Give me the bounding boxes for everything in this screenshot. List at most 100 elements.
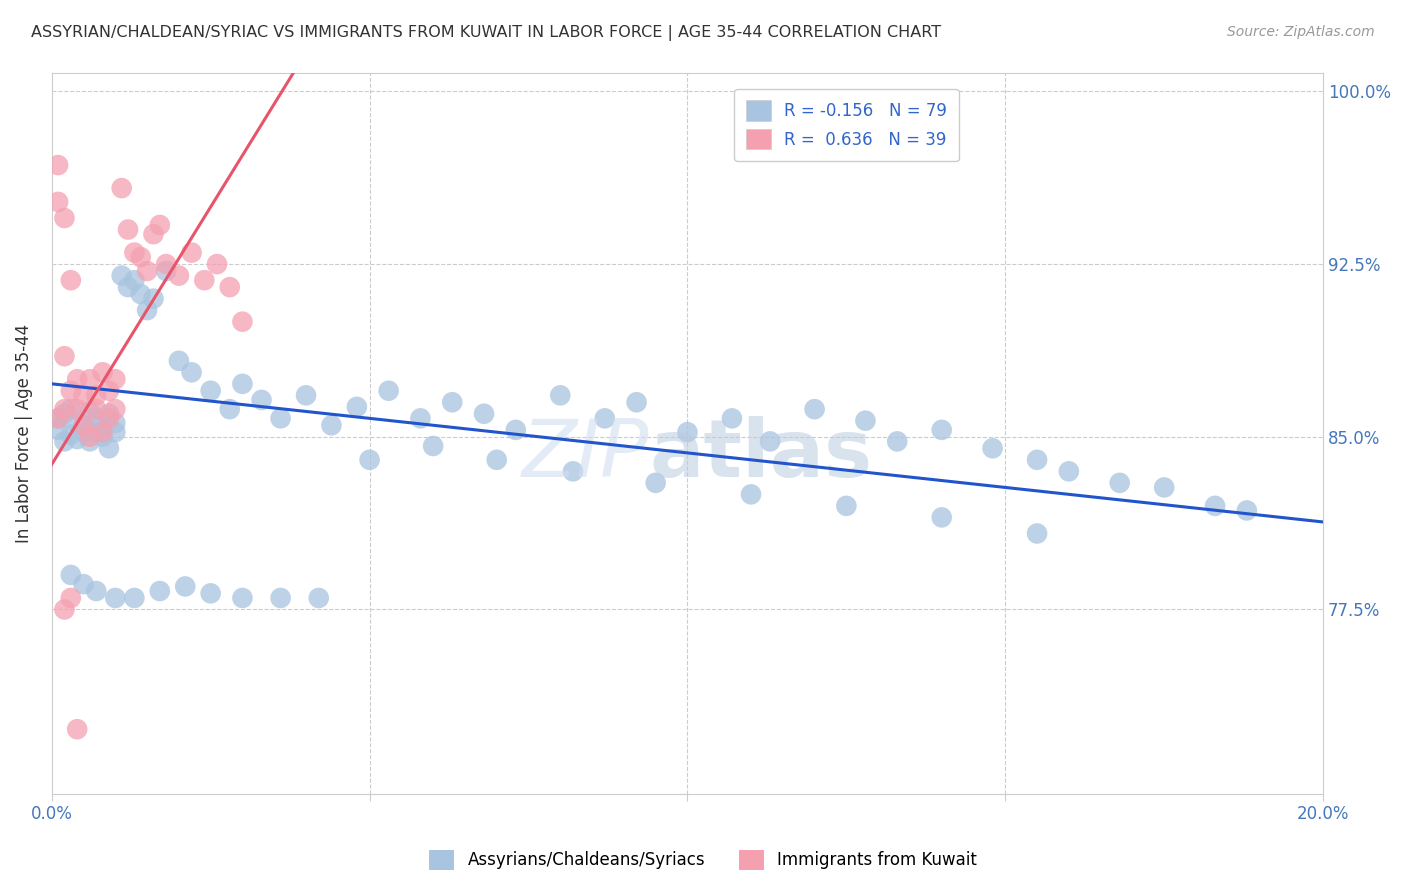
- Text: ZIP: ZIP: [522, 416, 650, 494]
- Point: [803, 402, 825, 417]
- Point: [53, 211, 76, 225]
- Point: [740, 487, 762, 501]
- Point: [855, 414, 877, 428]
- Point: [79, 372, 101, 386]
- Point: [759, 434, 782, 449]
- Point: [180, 245, 202, 260]
- Point: [1236, 503, 1258, 517]
- Point: [485, 452, 508, 467]
- Point: [59, 427, 82, 442]
- Point: [270, 411, 292, 425]
- Point: [377, 384, 399, 398]
- Point: [142, 292, 165, 306]
- Point: [72, 577, 94, 591]
- Point: [104, 402, 127, 417]
- Point: [167, 268, 190, 283]
- Point: [472, 407, 495, 421]
- Point: [441, 395, 464, 409]
- Point: [321, 418, 343, 433]
- Point: [886, 434, 908, 449]
- Point: [84, 388, 107, 402]
- Point: [84, 411, 107, 425]
- Point: [1026, 452, 1049, 467]
- Point: [91, 430, 114, 444]
- Point: [359, 452, 381, 467]
- Point: [91, 418, 114, 433]
- Point: [409, 411, 432, 425]
- Point: [97, 411, 120, 425]
- Point: [562, 464, 585, 478]
- Point: [1153, 480, 1175, 494]
- Point: [205, 257, 228, 271]
- Point: [124, 591, 146, 605]
- Point: [124, 273, 146, 287]
- Point: [981, 442, 1004, 456]
- Point: [676, 425, 699, 440]
- Point: [72, 425, 94, 440]
- Point: [422, 439, 444, 453]
- Point: [66, 432, 89, 446]
- Point: [53, 402, 76, 417]
- Point: [91, 365, 114, 379]
- Legend: Assyrians/Chaldeans/Syriacs, Immigrants from Kuwait: Assyrians/Chaldeans/Syriacs, Immigrants …: [423, 843, 983, 877]
- Point: [155, 264, 177, 278]
- Point: [53, 434, 76, 449]
- Point: [111, 268, 134, 283]
- Point: [1026, 526, 1049, 541]
- Point: [593, 411, 616, 425]
- Point: [1108, 475, 1130, 490]
- Point: [129, 287, 152, 301]
- Point: [46, 423, 69, 437]
- Point: [104, 416, 127, 430]
- Point: [142, 227, 165, 242]
- Point: [218, 280, 240, 294]
- Point: [53, 602, 76, 616]
- Point: [1057, 464, 1080, 478]
- Point: [59, 273, 82, 287]
- Point: [104, 425, 127, 440]
- Point: [270, 591, 292, 605]
- Point: [66, 372, 89, 386]
- Point: [931, 510, 953, 524]
- Point: [231, 376, 253, 391]
- Point: [136, 303, 159, 318]
- Point: [46, 411, 69, 425]
- Point: [295, 388, 318, 402]
- Point: [644, 475, 666, 490]
- Point: [66, 722, 89, 736]
- Y-axis label: In Labor Force | Age 35-44: In Labor Force | Age 35-44: [15, 324, 32, 543]
- Point: [626, 395, 648, 409]
- Point: [46, 158, 69, 172]
- Point: [79, 404, 101, 418]
- Point: [136, 264, 159, 278]
- Point: [124, 245, 146, 260]
- Point: [149, 218, 172, 232]
- Point: [231, 591, 253, 605]
- Point: [104, 372, 127, 386]
- Point: [84, 402, 107, 417]
- Point: [180, 365, 202, 379]
- Point: [250, 392, 273, 407]
- Point: [59, 384, 82, 398]
- Point: [79, 430, 101, 444]
- Point: [59, 568, 82, 582]
- Point: [59, 591, 82, 605]
- Point: [84, 584, 107, 599]
- Point: [79, 434, 101, 449]
- Text: ASSYRIAN/CHALDEAN/SYRIAC VS IMMIGRANTS FROM KUWAIT IN LABOR FORCE | AGE 35-44 CO: ASSYRIAN/CHALDEAN/SYRIAC VS IMMIGRANTS F…: [31, 25, 941, 41]
- Point: [1204, 499, 1226, 513]
- Point: [91, 425, 114, 440]
- Point: [104, 591, 127, 605]
- Point: [721, 411, 744, 425]
- Text: atlas: atlas: [650, 416, 873, 494]
- Point: [46, 411, 69, 425]
- Point: [218, 402, 240, 417]
- Point: [97, 407, 120, 421]
- Point: [129, 250, 152, 264]
- Point: [72, 418, 94, 433]
- Point: [66, 416, 89, 430]
- Point: [84, 425, 107, 440]
- Point: [174, 579, 197, 593]
- Point: [66, 402, 89, 417]
- Point: [149, 584, 172, 599]
